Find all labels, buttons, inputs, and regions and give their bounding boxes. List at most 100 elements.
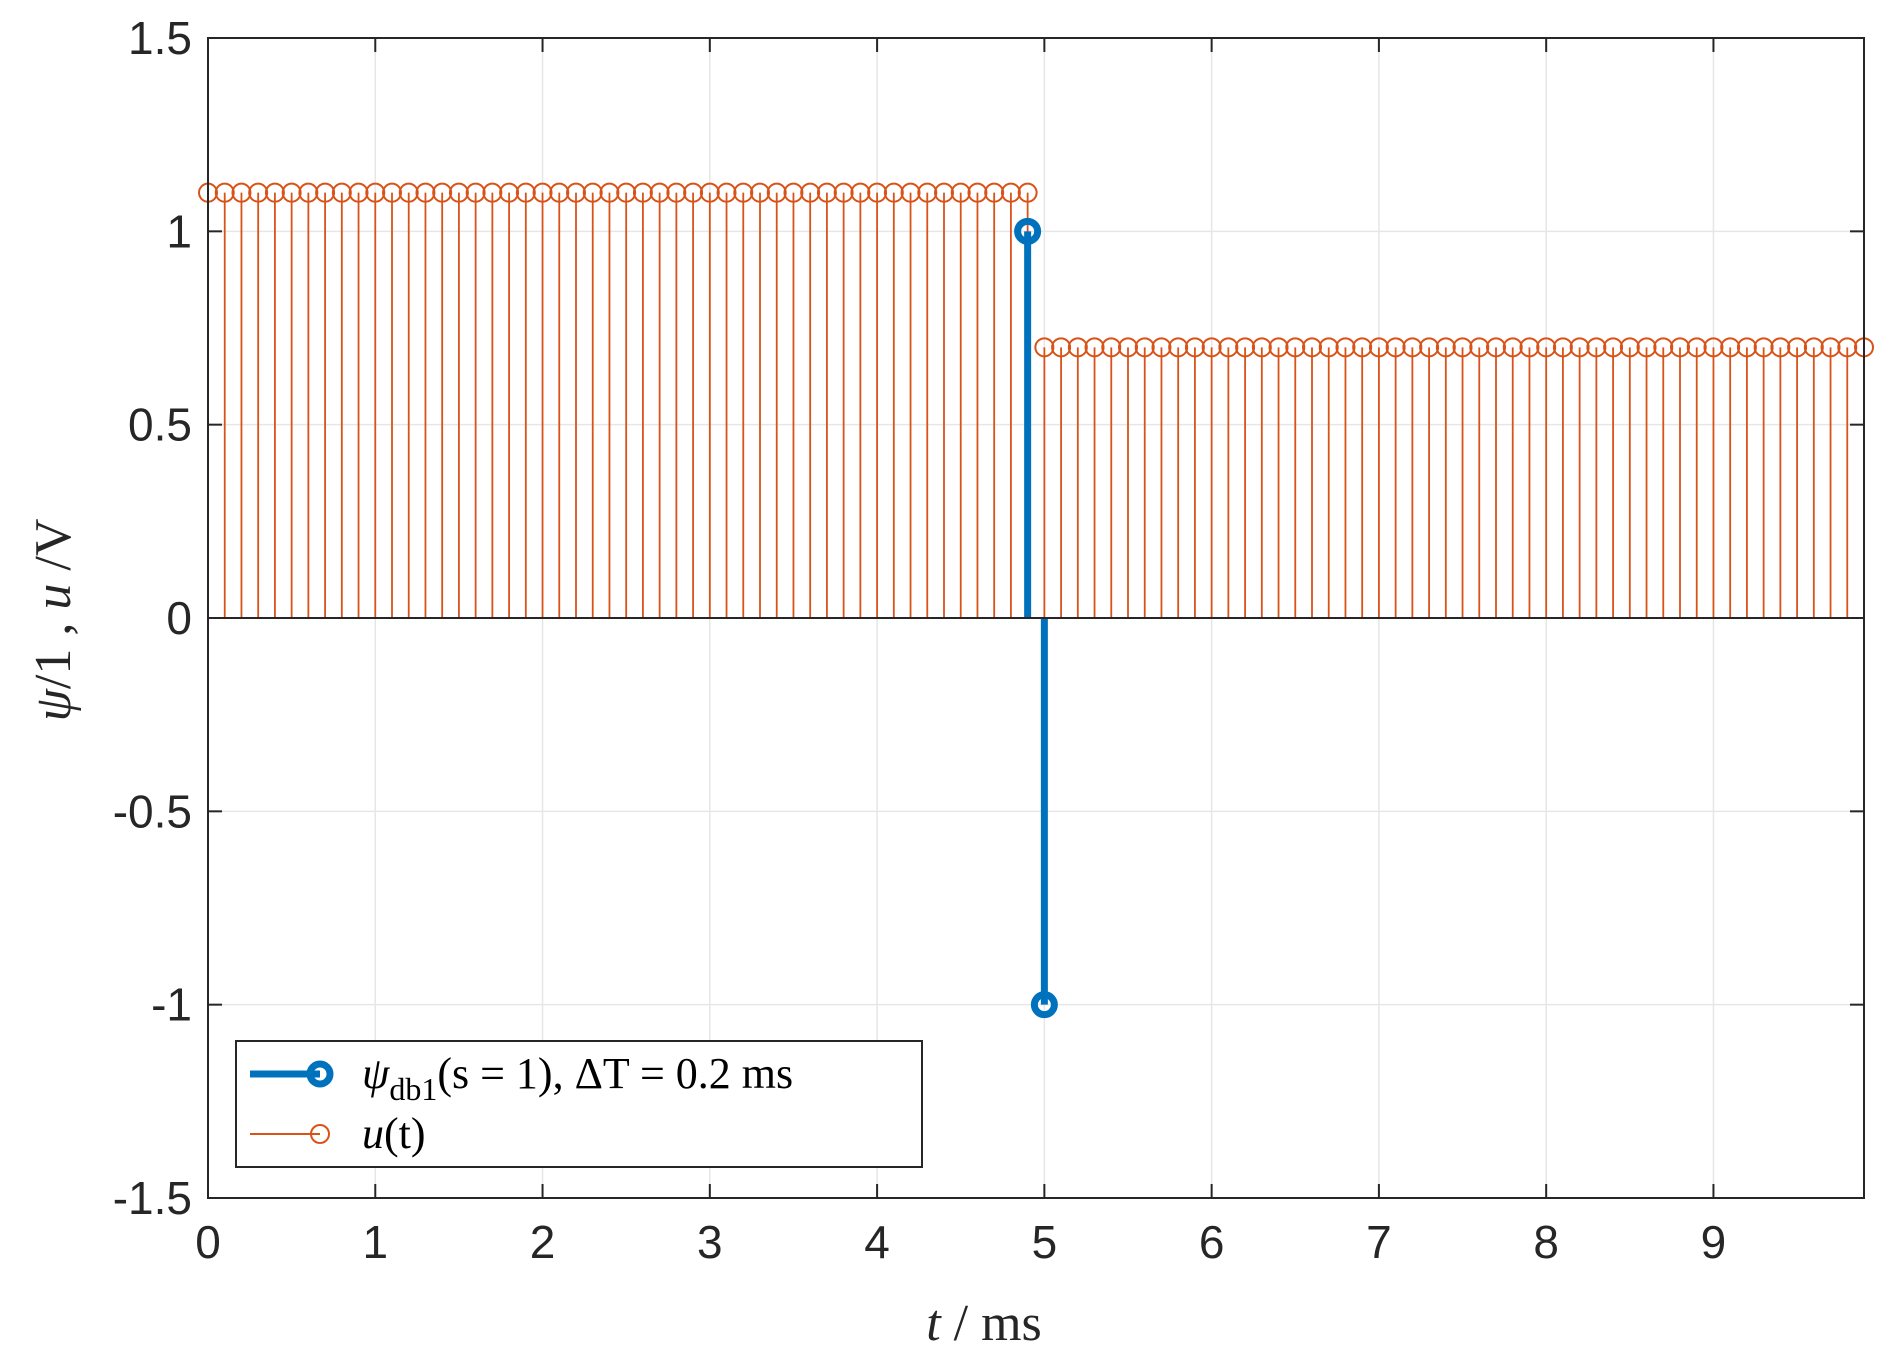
u-stem-marker (1285, 337, 1306, 358)
u-stem-marker (649, 182, 670, 203)
legend-u-label: u(t) (362, 1109, 426, 1158)
x-tick-label: 7 (1366, 1216, 1392, 1268)
u-stem-marker (1034, 337, 1055, 358)
x-tick-label: 1 (362, 1216, 388, 1268)
y-tick-label: 0 (166, 592, 192, 644)
u-stem-marker (1302, 337, 1322, 358)
x-tick-label: 8 (1533, 1216, 1559, 1268)
axis-ticks (207, 37, 1864, 1199)
u-stem-marker (950, 182, 971, 203)
legend-psi-label: ψdb1(s = 1), ΔT = 0.2 ms (362, 1049, 793, 1107)
u-stem-marker (900, 182, 921, 203)
u-stem-marker (1720, 337, 1741, 358)
u-stem-marker (1670, 337, 1690, 358)
u-stem-marker (1318, 337, 1339, 358)
u-stem-marker (816, 182, 837, 203)
u-stem-marker (264, 182, 285, 203)
u-stem-marker (883, 182, 904, 203)
u-stem-marker (1787, 337, 1808, 358)
x-tick-label: 6 (1199, 1216, 1225, 1268)
x-tick-label: 3 (697, 1216, 723, 1268)
u-stem-marker (733, 182, 754, 203)
u-stem-marker (1686, 337, 1707, 358)
u-stem-marker (1820, 337, 1841, 358)
legend-psi-marker (306, 1060, 334, 1088)
u-stem-marker (566, 182, 586, 203)
legend-u-marker (310, 1124, 330, 1144)
u-stem-marker (1402, 337, 1423, 358)
u-stem-marker (1469, 337, 1490, 358)
u-stem-marker (382, 182, 402, 203)
u-stem-marker (1268, 337, 1289, 358)
u-stem-marker (1837, 337, 1858, 358)
u-stem-marker (1352, 337, 1373, 358)
u-stem-marker (1235, 337, 1256, 358)
u-stem-marker (1184, 337, 1205, 358)
u-stem-marker (549, 182, 570, 203)
psi-stem-marker (1014, 217, 1042, 245)
u-stem-marker (850, 182, 871, 203)
u-stem-marker (716, 182, 737, 203)
u-stem-marker (281, 182, 302, 203)
u-stem-marker (1084, 337, 1105, 358)
y-tick-label: -1.5 (113, 1172, 192, 1224)
u-stem-marker (1118, 337, 1138, 358)
u-stem-marker (1569, 337, 1590, 358)
u-stem-marker (1653, 337, 1674, 358)
u-stem-marker (666, 182, 687, 203)
u-stem-marker (532, 182, 553, 203)
u-stem-marker (432, 182, 453, 203)
u-stem-marker (683, 182, 704, 203)
u-stem-marker (1770, 337, 1791, 358)
legend: ψdb1(s = 1), ΔT = 0.2 ms u(t) (235, 1040, 923, 1168)
u-stem-marker (1101, 337, 1122, 358)
u-stem-marker (1151, 337, 1172, 358)
u-stem-marker (1586, 337, 1607, 358)
u-stem-marker (1703, 337, 1724, 358)
u-stem-marker (331, 182, 352, 203)
u-stem-marker (1134, 337, 1155, 358)
u-stem-marker (1803, 337, 1824, 358)
u-stem-marker (1536, 337, 1557, 358)
y-axis-label: ψ/1 , u /V (25, 519, 82, 722)
u-stem-marker (1502, 337, 1523, 358)
u-stem-marker (499, 182, 520, 203)
u-stem-marker (1419, 337, 1440, 358)
u-stem-marker (766, 182, 787, 203)
u-stem-marker (800, 182, 821, 203)
u-stem-marker (482, 182, 503, 203)
u-stem-marker (1636, 337, 1657, 358)
u-stem-marker (1435, 337, 1456, 358)
u-stem-marker (934, 182, 954, 203)
u-stem-marker (783, 182, 804, 203)
y-tick-label: -0.5 (113, 785, 192, 837)
u-stem-marker (867, 182, 888, 203)
u-stem-marker (1753, 337, 1774, 358)
u-stem-marker (248, 182, 269, 203)
u-stem-marker (1017, 182, 1038, 203)
x-axis-label: t / ms (926, 1295, 1042, 1352)
u-stem-marker (632, 182, 653, 203)
u-stem-marker (348, 182, 369, 203)
u-stem-marker (833, 182, 854, 203)
tick-labels: 0 1 2 3 4 5 6 7 8 9 1.5 1 0.5 0 -0.5 -1 -1.5 (113, 12, 1727, 1268)
u-stem-marker (1051, 337, 1072, 358)
u-stem-marker (1519, 337, 1540, 358)
u-stem-marker (1168, 337, 1189, 358)
x-tick-label: 4 (864, 1216, 890, 1268)
u-stem-marker (1000, 182, 1021, 203)
u-stem-marker (699, 182, 720, 203)
u-stem-marker (1619, 337, 1640, 358)
legend-box (235, 1040, 923, 1168)
y-tick-label: -1 (151, 979, 192, 1031)
u-stem-marker (1452, 337, 1473, 358)
u-stem-marker (415, 182, 436, 203)
u-stem-marker (231, 182, 252, 203)
x-tick-label: 9 (1701, 1216, 1727, 1268)
u-stem-marker (1736, 337, 1757, 358)
u-stem-marker (365, 182, 386, 203)
u-stem-marker (1486, 337, 1506, 358)
u-stem-marker (967, 182, 988, 203)
u-stem-marker (448, 182, 469, 203)
